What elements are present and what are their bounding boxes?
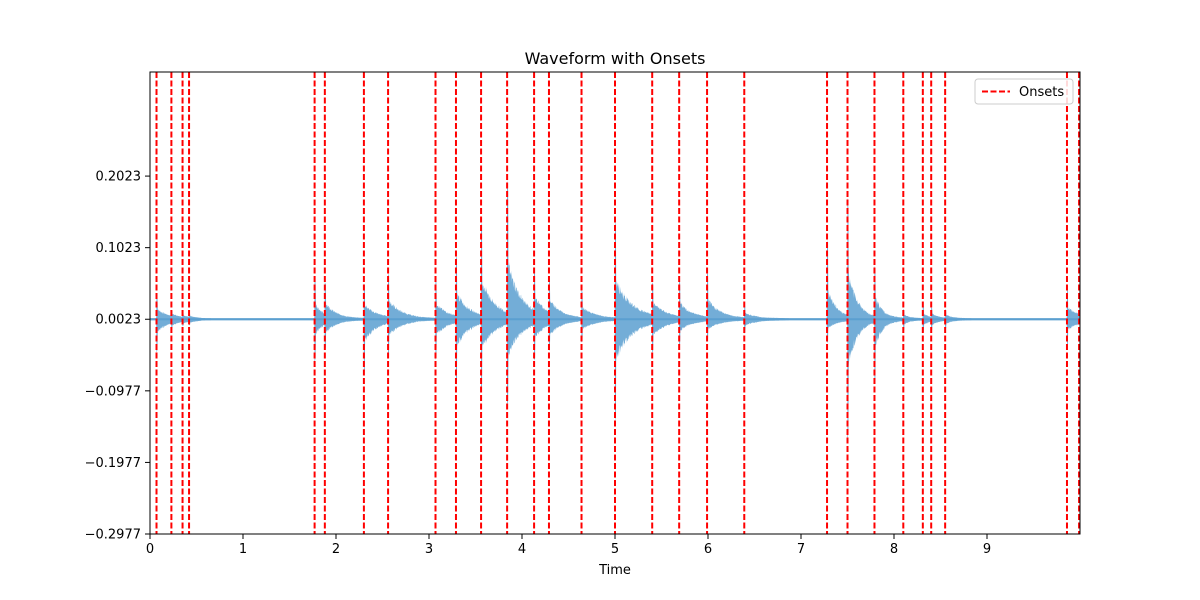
x-tick-label: 6	[704, 542, 712, 557]
x-tick-label: 3	[425, 542, 433, 557]
x-tick-label: 1	[239, 542, 247, 557]
onset-lines	[155, 72, 1080, 534]
x-tick-label: 2	[332, 542, 340, 557]
legend-onsets-label: Onsets	[1019, 85, 1064, 100]
x-axis-label: Time	[598, 563, 631, 578]
y-tick-label: 0.0023	[96, 313, 142, 328]
y-tick-label: −0.0977	[85, 384, 141, 399]
y-tick-label: −0.1977	[85, 456, 141, 471]
y-tick-label: 0.2023	[96, 170, 142, 185]
y-tick-label: 0.1023	[96, 241, 142, 256]
x-tick-label: 0	[146, 542, 154, 557]
x-tick-label: 4	[518, 542, 526, 557]
y-axis: −0.2977 −0.1977 −0.0977 0.0023 0.1023 0.2023	[85, 170, 150, 543]
x-tick-label: 7	[797, 542, 805, 557]
plot-area	[150, 72, 1080, 534]
x-axis: 0 1 2 3 4 5 6 7 8 9	[146, 534, 991, 557]
legend: Onsets	[974, 78, 1074, 105]
legend-box	[974, 78, 1074, 105]
x-tick-label: 9	[983, 542, 991, 557]
x-tick-label: 8	[890, 542, 898, 557]
y-tick-label: −0.2977	[85, 528, 141, 543]
chart-title: Waveform with Onsets	[525, 49, 706, 68]
x-tick-label: 5	[611, 542, 619, 557]
